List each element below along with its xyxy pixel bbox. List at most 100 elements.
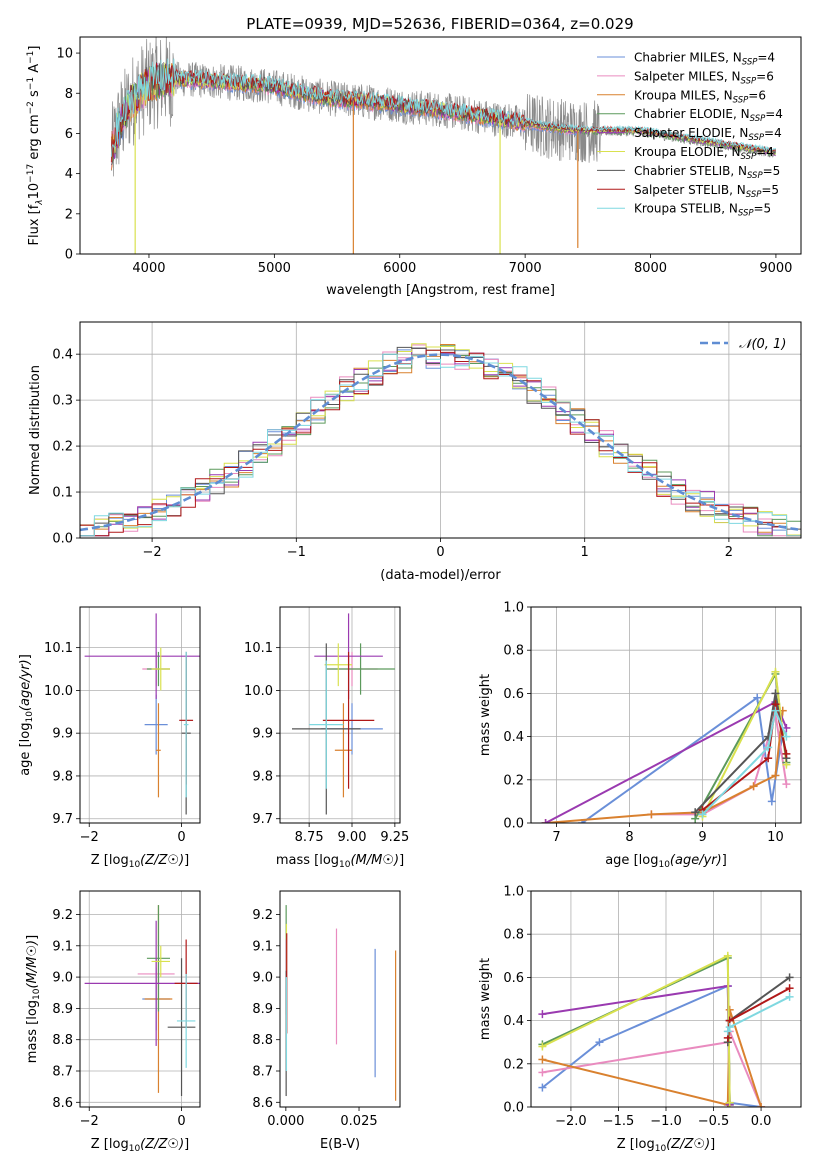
x-tick-label: −1.5 [603, 1114, 635, 1129]
errorbar-chabrier-elodie [146, 905, 170, 1012]
weight-marker-chabrier-stelib [691, 808, 700, 817]
x-tick-label: 7 [552, 830, 560, 845]
gridlines [80, 607, 200, 823]
axes-age-weight: 7 8 9 10 0.0 0.2 0.4 0.6 0.8 1.0 age [log10(age/yr… [478, 601, 802, 870]
y-tick-label: 4 [65, 167, 73, 182]
y-tick-label: 2 [65, 207, 73, 222]
x-tick-label: 8000 [634, 261, 667, 276]
x-axis-ticks: −2 0 [80, 823, 186, 845]
y-axis-label: mass [log10(M/M☉)] [25, 935, 42, 1063]
y-tick-label: 8.9 [52, 1002, 73, 1017]
y-tick-label: 6 [65, 127, 73, 142]
gaussian-curve [80, 353, 799, 532]
x-axis-ticks: 8.75 9.00 9.25 [295, 823, 409, 845]
model-line-kroupa-elodie [110, 62, 776, 156]
errorbar-kroupa-elodie [324, 643, 352, 687]
weight-marker-salpeter-miles [538, 1068, 547, 1077]
axes-spectrum: 4000 5000 6000 7000 8000 9000 0 2 4 6 8 10 Chabrier … [26, 36, 802, 298]
y-tick-label: 0.2 [52, 440, 73, 455]
y-axis-label: Normed distribution [28, 365, 43, 495]
x-tick-label: 0 [177, 830, 185, 845]
x-tick-label: 9.25 [380, 830, 409, 845]
x-tick-label: 9 [698, 830, 706, 845]
weight-marker-salpeter-elodie [538, 1010, 547, 1019]
errorbar-chabrier-stelib [167, 958, 196, 1097]
x-axis-label: Z [log10(Z/Z☉)] [91, 1137, 189, 1154]
x-axis-ticks: 4000 5000 6000 7000 8000 9000 [132, 254, 792, 276]
y-tick-label: 9.8 [52, 769, 73, 784]
legend-label-kroupa-stelib: Kroupa STELIB, NSSP=5 [634, 202, 771, 219]
errorbar-kroupa-elodie [151, 647, 170, 691]
legend-label-gaussian: 𝒩(0, 1) [739, 337, 786, 352]
x-axis-label: wavelength [Angstrom, rest frame] [326, 283, 555, 298]
axes-mass-age: 8.75 9.00 9.25 9.7 9.8 9.9 10.0 10.1 mass [log10… [244, 606, 409, 870]
y-tick-label: 0.6 [503, 687, 524, 702]
x-tick-label: 1 [581, 545, 589, 560]
y-tick-label: 10.1 [44, 641, 73, 656]
y-tick-label: 0.8 [503, 928, 524, 943]
weight-marker-salpeter-stelib [782, 749, 791, 758]
axes-frame [79, 606, 201, 824]
x-tick-label: −1.0 [650, 1114, 682, 1129]
y-tick-label: 9.7 [252, 812, 273, 827]
axes-z-mass: −2 0 8.6 8.7 8.8 8.9 9.0 9.1 9.2 Z [log10(Z/Z☉)] m… [25, 890, 201, 1154]
weight-marker-kroupa-miles [749, 782, 758, 791]
model-line-kroupa-stelib [110, 58, 777, 157]
axes-frame [279, 890, 401, 1108]
y-tick-label: 9.7 [52, 812, 73, 827]
legend-label-chabrier-elodie: Chabrier ELODIE, NSSP=4 [634, 107, 783, 124]
weight-marker-kroupa-miles [725, 1005, 734, 1014]
y-tick-label: 9.1 [52, 939, 73, 954]
weight-marker-kroupa-miles [771, 771, 780, 780]
errorbars [84, 905, 200, 1097]
weight-marker-chabrier-miles [767, 797, 776, 806]
x-tick-label: 0 [436, 545, 444, 560]
weight-lines [541, 667, 791, 823]
x-tick-label: −2 [80, 830, 99, 845]
y-tick-label: 1.0 [503, 601, 524, 616]
weight-lines [538, 951, 794, 1107]
weight-marker-chabrier-stelib [785, 973, 794, 982]
errorbar-salpeter-elodie [84, 613, 200, 699]
weight-marker-kroupa-miles [757, 1103, 766, 1107]
y-tick-label: 10.0 [44, 684, 73, 699]
legend-label-salpeter-miles: Salpeter MILES, NSSP=6 [634, 69, 774, 86]
y-tick-label: 0.0 [52, 532, 73, 547]
errorbar-kroupa-stelib [183, 651, 189, 798]
histogram-kroupa-stelib [80, 353, 801, 537]
errorbar-kroupa-stelib [309, 660, 344, 789]
x-axis-label: Z [log10(Z/Z☉)] [617, 1137, 715, 1154]
weight-marker-kroupa-stelib [725, 1023, 734, 1032]
x-tick-label: 2 [725, 545, 733, 560]
legend-label-salpeter-elodie: Salpeter ELODIE, NSSP=4 [634, 126, 782, 143]
x-tick-label: 0.025 [340, 1114, 377, 1129]
weight-marker-salpeter-stelib [764, 754, 773, 763]
axes-frame [79, 890, 201, 1108]
y-tick-label: 0.3 [52, 394, 73, 409]
x-tick-label: 0.0 [751, 1114, 772, 1129]
weight-marker-chabrier-stelib [771, 689, 780, 698]
weight-line-kroupa-miles [545, 710, 784, 823]
errorbar-salpeter-elodie [84, 920, 200, 1046]
x-axis-ticks: 0.000 0.025 [267, 1107, 378, 1129]
x-tick-label: 8.75 [295, 830, 324, 845]
y-tick-label: 0.8 [503, 644, 524, 659]
y-tick-label: 9.2 [52, 908, 73, 923]
weight-marker-chabrier-miles [595, 1038, 604, 1047]
y-tick-label: 0.4 [503, 1014, 524, 1029]
x-tick-label: −2 [80, 1114, 99, 1129]
weight-marker-kroupa-stelib [723, 1027, 732, 1036]
x-tick-label: −2 [143, 545, 162, 560]
y-tick-label: 10.1 [244, 641, 273, 656]
y-axis-label: age [log10(age/yr)] [18, 654, 35, 776]
weight-marker-salpeter-stelib [785, 984, 794, 993]
y-axis-ticks: 9.7 9.8 9.9 10.0 10.1 [44, 641, 80, 827]
gridlines [280, 607, 400, 823]
y-tick-label: 0.2 [503, 773, 524, 788]
y-tick-label: 8 [65, 87, 73, 102]
x-tick-label: 9000 [759, 261, 792, 276]
axes-ebv-mass: 0.000 0.025 8.6 8.7 8.8 8.9 9.0 9.1 9.2 E(B-V) [252, 890, 401, 1152]
